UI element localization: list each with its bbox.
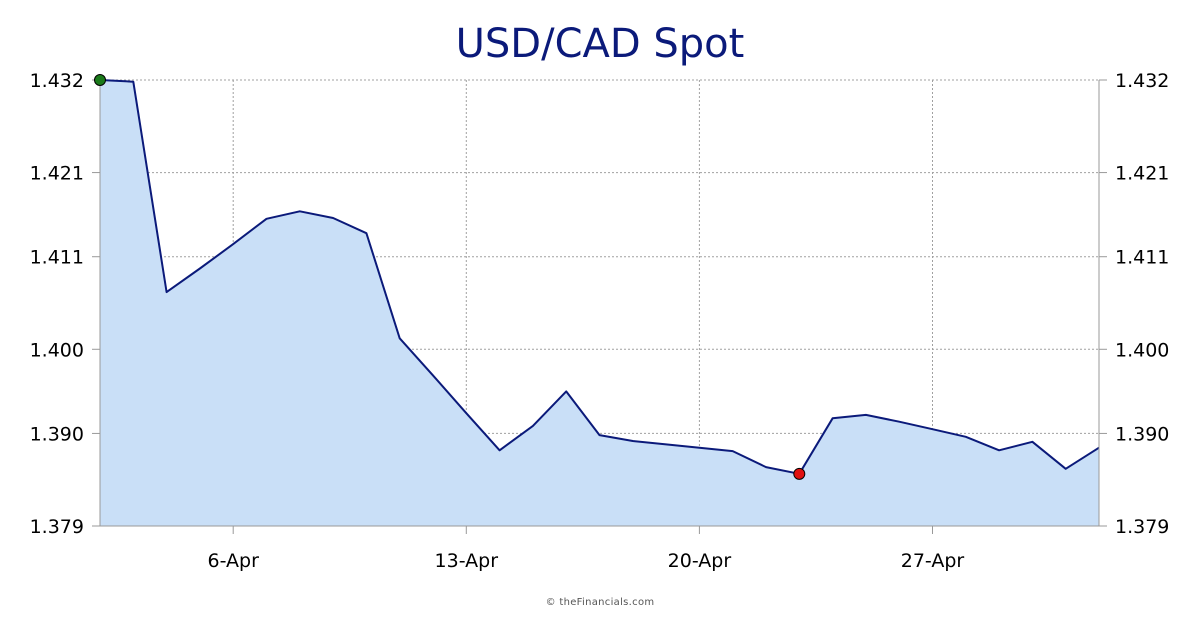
y-tick-label-left: 1.390 <box>30 423 84 445</box>
label-layer: 1.379 1.379 1.390 1.390 1.400 1.400 1.411 1.411… <box>30 70 1170 572</box>
axis-layer <box>92 79 1107 534</box>
y-tick-label-right: 1.390 <box>1115 423 1169 445</box>
y-tick-label-right: 1.379 <box>1115 516 1169 538</box>
x-tick-label: 6-Apr <box>207 550 259 572</box>
area-layer <box>99 79 1100 526</box>
x-tick-label: 27-Apr <box>901 550 965 572</box>
x-tick-label: 13-Apr <box>435 550 499 572</box>
area-fill <box>100 80 1099 526</box>
y-tick-label-left: 1.421 <box>30 163 84 185</box>
y-tick-label-right: 1.421 <box>1115 163 1169 185</box>
y-tick-label-left: 1.379 <box>30 516 84 538</box>
y-tick-label-right: 1.400 <box>1115 339 1169 361</box>
y-tick-label-left: 1.411 <box>30 247 84 269</box>
min-marker <box>793 467 806 480</box>
y-tick-label-right: 1.411 <box>1115 247 1169 269</box>
chart-title: USD/CAD Spot <box>455 21 745 67</box>
y-tick-label-left: 1.400 <box>30 339 84 361</box>
y-tick-label-right: 1.432 <box>1115 70 1169 92</box>
y-tick-label-left: 1.432 <box>30 70 84 92</box>
credit-text: © theFinancials.com <box>545 597 655 608</box>
max-marker <box>94 74 106 86</box>
marker-layer <box>94 74 806 480</box>
x-tick-label: 20-Apr <box>668 550 732 572</box>
series-line <box>99 79 1100 475</box>
